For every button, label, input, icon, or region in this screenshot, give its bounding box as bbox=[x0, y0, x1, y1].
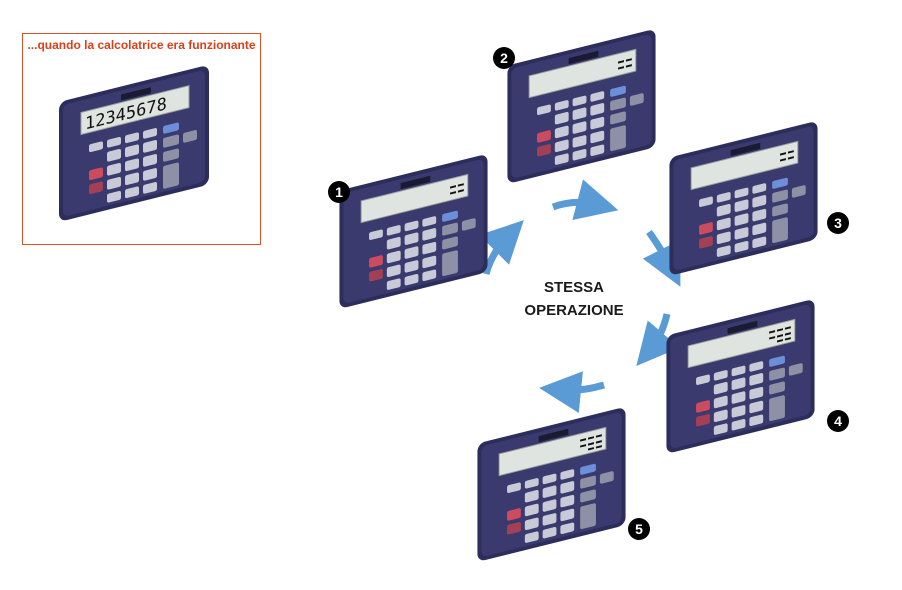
arrow-4-to-5-icon bbox=[539, 371, 605, 413]
badge-5: 5 bbox=[628, 518, 650, 540]
calculator-4-icon bbox=[666, 300, 815, 453]
arrow-5-to-1-icon bbox=[479, 220, 524, 275]
calculator-2-icon bbox=[507, 30, 656, 183]
calculator-1-icon bbox=[339, 155, 488, 308]
calculator-5-icon bbox=[477, 408, 626, 561]
center-label: STESSA OPERAZIONE bbox=[505, 276, 643, 322]
reference-panel: ...quando la calcolatrice era funzionant… bbox=[22, 33, 261, 245]
arrow-1-to-2-icon bbox=[551, 179, 619, 221]
reference-calculator-icon: 12345678 bbox=[59, 66, 209, 221]
calculator-3-icon bbox=[669, 122, 818, 275]
center-label-line1: STESSA bbox=[543, 279, 604, 296]
badge-2: 2 bbox=[493, 47, 515, 69]
center-label-line2: OPERAZIONE bbox=[524, 302, 624, 319]
reference-caption: ...quando la calcolatrice era funzionant… bbox=[27, 38, 256, 52]
badge-1: 1 bbox=[328, 181, 350, 203]
badge-3: 3 bbox=[827, 212, 849, 234]
arrow-3-to-4-icon bbox=[636, 313, 680, 366]
badge-4: 4 bbox=[827, 410, 849, 432]
